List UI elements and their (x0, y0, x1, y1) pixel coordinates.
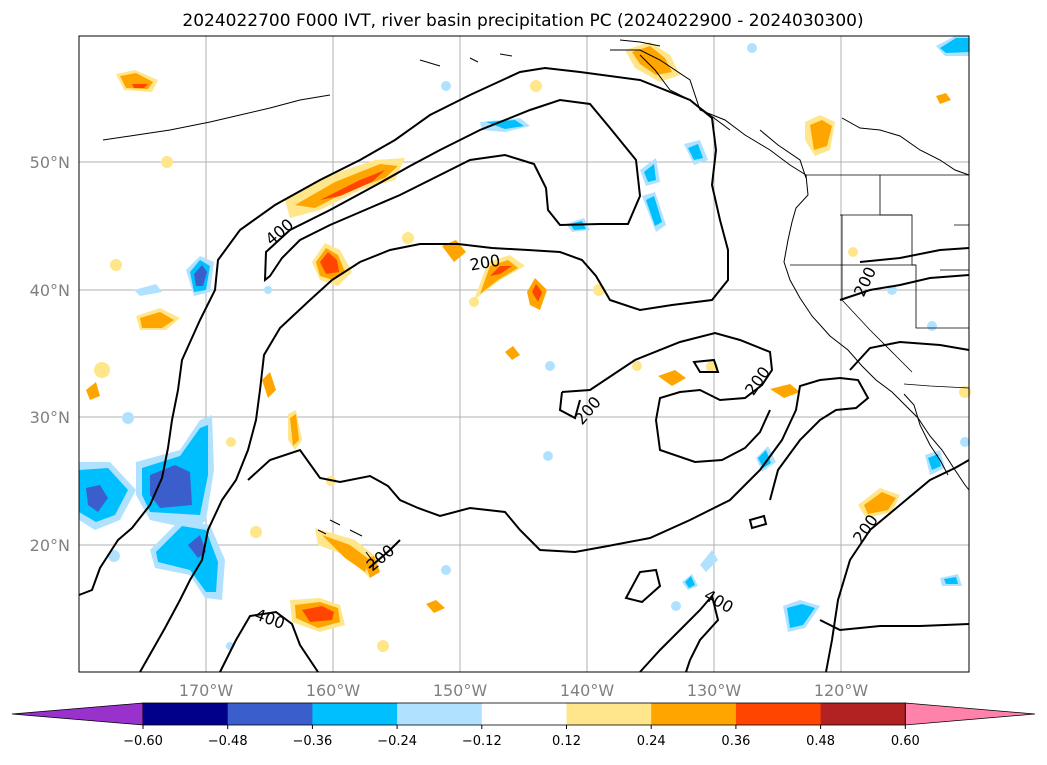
negative-anomaly-patch (186, 256, 214, 296)
colorbar-tick-label: −0.36 (292, 734, 332, 749)
negative-anomaly-patch (79, 462, 136, 530)
positive-anomaly-patch (136, 308, 180, 330)
ivt-contour-line (78, 66, 729, 673)
hawaiian-islands (317, 519, 373, 561)
ivt-contour-line (558, 391, 581, 420)
ivt-contour-line (849, 340, 970, 371)
ivt-contour-line (368, 539, 401, 569)
colorbar-segment (312, 703, 398, 725)
lon-label-120w: 120°W (814, 681, 869, 700)
positive-anomaly-patch (285, 158, 405, 218)
ivt-contour-line (247, 376, 870, 554)
lon-label-150w: 150°W (433, 681, 488, 700)
negative-anomaly-patch (783, 600, 820, 632)
colorbar-tick-label: 0.36 (721, 734, 750, 749)
alaska-mainland-coast (619, 39, 661, 47)
latitude-labels: 50°N 40°N 30°N 20°N (30, 153, 70, 555)
political-borders (790, 174, 970, 389)
baja-california-coast (903, 393, 949, 476)
map-title: 2024022700 F000 IVT, river basin precipi… (182, 11, 863, 31)
colorbar-tick-label: 0.24 (637, 734, 666, 749)
coastlines (102, 39, 970, 561)
lat-label-40n: 40°N (30, 281, 70, 300)
positive-anomaly-patch (858, 488, 900, 518)
positive-anomaly-patch (116, 70, 158, 92)
precip-anomaly-fills (79, 36, 971, 652)
colorbar-extend-max (904, 702, 1036, 726)
moderate-negative-patches (486, 120, 958, 588)
colorbar-segment (397, 703, 483, 725)
colorbar-segment (735, 703, 822, 725)
california-nevada-border (841, 265, 913, 373)
positive-anomaly-patch (474, 255, 525, 300)
colorbar-tick-label: −0.24 (377, 734, 417, 749)
colorbar-tick-label: 0.48 (806, 734, 835, 749)
gridlines (79, 36, 969, 672)
map-frame (78, 35, 970, 673)
colorbar-segment (651, 703, 737, 725)
colorbar: −0.60 −0.48 −0.36 −0.24 −0.12 0.12 0.24 0.36 0.4… (11, 702, 1036, 749)
alaska-islands (419, 53, 513, 67)
longitude-labels: 170°W 160°W 150°W 140°W 130°W 120°W (179, 681, 869, 700)
colorbar-tick-label: −0.60 (123, 734, 163, 749)
map-panel: 400 200 200 200 200 200 200 400 400 200 (78, 35, 971, 673)
lon-label-160w: 160°W (306, 681, 361, 700)
lat-label-30n: 30°N (30, 408, 70, 427)
us-mexico-border (903, 383, 970, 389)
ivt-contour-line (692, 358, 720, 373)
positive-anomaly-patch (315, 528, 380, 578)
colorbar-extend-min (11, 702, 144, 726)
lon-label-170w: 170°W (179, 681, 234, 700)
ivt-contour-line (859, 247, 970, 263)
positive-anomaly-patch (312, 243, 352, 286)
lat-label-20n: 20°N (30, 536, 70, 555)
colorbar-tick-label: 0.12 (552, 734, 581, 749)
colorbar-tick-label: 0.60 (891, 734, 920, 749)
aleutian-islands (102, 94, 331, 141)
ivt-contours (78, 66, 970, 673)
ivt-contour-line (263, 98, 642, 283)
lat-label-50n: 50°N (30, 153, 70, 172)
vancouver-island (759, 129, 807, 179)
ivt-contour-line (839, 274, 970, 301)
north-america-coastline (610, 49, 970, 491)
colorbar-segment (227, 703, 313, 725)
colorbar-segment (566, 703, 652, 725)
state-borders-west (790, 214, 916, 266)
positive-anomaly-patch (625, 42, 680, 82)
negative-anomaly-patch (136, 415, 214, 530)
ivt-contour-line (624, 568, 662, 604)
colorbar-segment (481, 703, 567, 725)
ivt-contour-line (561, 331, 774, 464)
weak-positive-patches (94, 80, 971, 652)
colorbar-segment (820, 703, 906, 725)
lon-label-130w: 130°W (687, 681, 742, 700)
positive-anomaly-patch (805, 115, 835, 156)
positive-anomaly-patch (86, 93, 951, 613)
colorbar-segment (143, 703, 229, 725)
ivt-contour-line (748, 514, 768, 530)
colorbar-frame (142, 702, 906, 726)
positive-anomaly-patch (288, 410, 302, 450)
ivt-contour-line (819, 619, 970, 632)
canada-mainland-coast (841, 117, 970, 176)
positive-anomaly-patch (527, 278, 547, 310)
ivt-contour-line (219, 610, 319, 673)
negative-anomaly-patch (936, 36, 969, 56)
colorbar-tick-label: −0.12 (462, 734, 502, 749)
positive-anomaly-patch (290, 598, 345, 632)
lon-label-140w: 140°W (560, 681, 615, 700)
ivt-contour-line (639, 593, 720, 673)
colorbar-tick-label: −0.48 (208, 734, 248, 749)
